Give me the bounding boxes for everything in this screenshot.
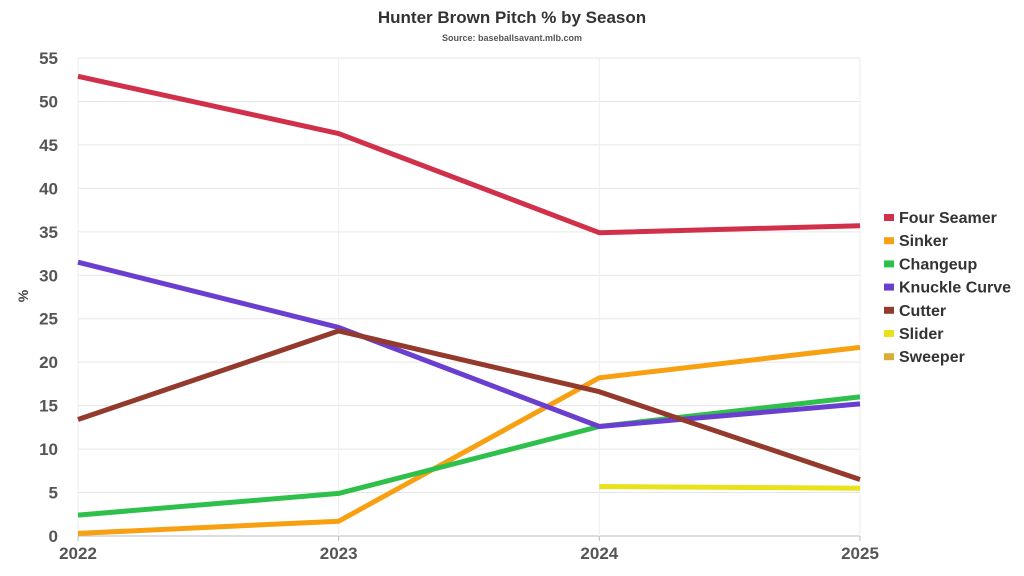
legend-swatch [884, 260, 894, 268]
legend-label: Knuckle Curve [899, 280, 1011, 297]
series-line [77, 328, 861, 482]
legend-label: Changeup [899, 256, 977, 273]
legend-swatch [884, 330, 894, 337]
chart-title: Hunter Brown Pitch % by Season [377, 8, 647, 27]
x-tick-label: 2025 [841, 544, 879, 563]
y-tick-label: 15 [39, 397, 58, 416]
legend-label: Four Seamer [899, 210, 997, 227]
legend-swatch [884, 237, 894, 245]
y-tick-label: 25 [39, 310, 58, 329]
y-tick-label: 40 [39, 179, 58, 198]
legend-swatch [884, 283, 894, 291]
series-line [77, 73, 861, 236]
series-line [77, 344, 861, 536]
x-tick-label: 2024 [580, 544, 618, 563]
y-tick-label: 30 [39, 266, 58, 285]
y-tick-label: 5 [49, 484, 58, 503]
legend-swatch [884, 306, 894, 314]
legend-swatch [884, 353, 894, 361]
y-tick-label: 20 [39, 353, 58, 372]
legend-label: Sinker [899, 233, 948, 250]
legend-label: Cutter [899, 303, 946, 320]
series-line [77, 394, 861, 518]
legend-swatch [884, 214, 894, 221]
legend-label: Slider [899, 326, 943, 343]
y-axis-label: % [15, 289, 31, 302]
x-tick-label: 2023 [320, 544, 358, 563]
y-tick-label: 10 [39, 440, 58, 459]
y-tick-label: 50 [39, 92, 58, 111]
y-tick-label: 55 [39, 49, 58, 68]
chart-subtitle: Source: baseballsavant.mlb.com [441, 33, 583, 43]
series-line [77, 259, 861, 429]
y-tick-label: 35 [39, 223, 58, 242]
x-tick-label: 2022 [59, 544, 97, 563]
legend-label: Sweeper [899, 349, 965, 366]
y-tick-label: 0 [49, 527, 58, 546]
y-tick-label: 45 [39, 136, 58, 155]
series-line [599, 484, 861, 491]
